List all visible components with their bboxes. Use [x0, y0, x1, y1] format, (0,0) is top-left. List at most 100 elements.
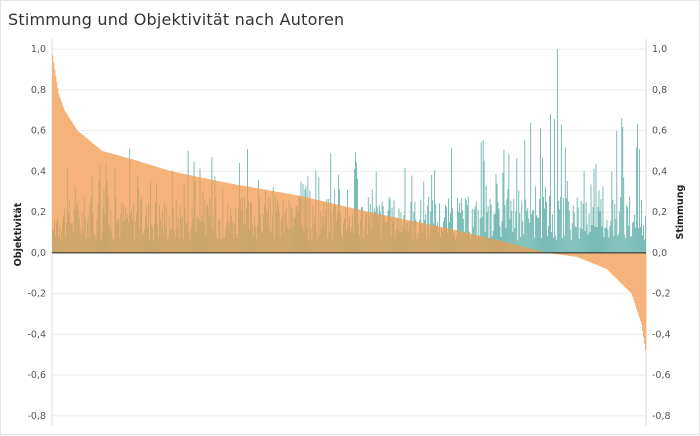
objektivitaet-bar: [431, 225, 432, 253]
objektivitaet-bar: [57, 218, 58, 252]
objektivitaet-bar: [361, 210, 362, 253]
objektivitaet-bar: [450, 229, 451, 253]
objektivitaet-bar: [132, 220, 133, 252]
objektivitaet-bar: [247, 149, 248, 187]
objektivitaet-bar: [461, 199, 462, 231]
objektivitaet-bar: [211, 180, 212, 253]
objektivitaet-bar: [220, 239, 221, 253]
objektivitaet-bar: [128, 223, 129, 253]
objektivitaet-bar: [349, 216, 350, 252]
objektivitaet-bar: [502, 221, 503, 241]
objektivitaet-bar: [605, 228, 606, 253]
objektivitaet-bar: [434, 170, 435, 225]
right-tick-label: 0,0: [652, 248, 667, 259]
objektivitaet-bar: [467, 205, 468, 233]
objektivitaet-bar: [86, 239, 87, 253]
objektivitaet-bar: [197, 217, 198, 253]
objektivitaet-bar: [157, 225, 158, 252]
objektivitaet-bar: [448, 228, 449, 252]
objektivitaet-bar: [100, 166, 101, 253]
objektivitaet-bar: [411, 176, 412, 221]
objektivitaet-bar: [348, 225, 349, 253]
objektivitaet-bar: [169, 217, 170, 253]
objektivitaet-bar: [356, 162, 357, 209]
objektivitaet-bar: [632, 223, 633, 253]
objektivitaet-bar: [317, 240, 318, 253]
objektivitaet-bar: [391, 237, 392, 253]
right-tick-label: -0,6: [652, 370, 671, 381]
objektivitaet-bar: [329, 231, 330, 253]
objektivitaet-bar: [476, 235, 477, 253]
objektivitaet-bar: [250, 202, 251, 253]
objektivitaet-bar: [287, 226, 288, 253]
objektivitaet-bar: [568, 201, 569, 253]
objektivitaet-bar: [513, 244, 514, 253]
objektivitaet-bar: [133, 203, 134, 253]
objektivitaet-bar: [635, 227, 636, 252]
objektivitaet-bar: [440, 237, 441, 253]
objektivitaet-bar: [129, 159, 130, 253]
objektivitaet-bar: [256, 239, 257, 253]
objektivitaet-bar: [322, 217, 323, 253]
objektivitaet-bar: [590, 232, 591, 253]
objektivitaet-bar: [500, 226, 501, 240]
objektivitaet-bar: [460, 213, 461, 231]
objektivitaet-bar: [56, 223, 57, 253]
left-tick-label: -0,4: [27, 329, 46, 340]
objektivitaet-bar: [583, 203, 584, 252]
objektivitaet-bar: [243, 223, 244, 253]
objektivitaet-bar: [174, 231, 175, 253]
objektivitaet-bar: [368, 197, 369, 212]
objektivitaet-bar: [535, 186, 536, 249]
objektivitaet-bar: [88, 217, 89, 253]
objektivitaet-bar: [419, 220, 420, 223]
objektivitaet-bar: [450, 213, 451, 229]
objektivitaet-bar: [95, 235, 96, 253]
objektivitaet-bar: [479, 236, 480, 253]
objektivitaet-bar: [531, 214, 532, 248]
objektivitaet-bar: [428, 197, 429, 225]
objektivitaet-bar: [488, 207, 489, 238]
objektivitaet-bar: [527, 208, 528, 247]
objektivitaet-bar: [429, 237, 430, 253]
objektivitaet-bar: [357, 209, 358, 253]
objektivitaet-bar: [617, 236, 618, 253]
objektivitaet-bar: [304, 232, 305, 253]
objektivitaet-bar: [621, 118, 622, 252]
objektivitaet-bar: [456, 236, 457, 253]
objektivitaet-bar: [643, 225, 644, 253]
objektivitaet-bar: [517, 245, 518, 253]
objektivitaet-bar: [176, 200, 177, 253]
objektivitaet-bar: [428, 224, 429, 253]
right-tick-label: 0,4: [652, 166, 667, 177]
objektivitaet-bar: [292, 209, 293, 253]
objektivitaet-bar: [607, 229, 608, 252]
objektivitaet-bar: [445, 205, 446, 228]
objektivitaet-bar: [189, 232, 190, 253]
objektivitaet-bar: [245, 224, 246, 253]
objektivitaet-bar: [444, 217, 445, 227]
objektivitaet-bar: [302, 226, 303, 253]
objektivitaet-bar: [297, 205, 298, 252]
objektivitaet-bar: [627, 207, 628, 253]
objektivitaet-bar: [356, 209, 357, 253]
objektivitaet-bar: [404, 219, 405, 253]
objektivitaet-bar: [393, 222, 394, 253]
objektivitaet-bar: [544, 209, 545, 253]
objektivitaet-bar: [470, 238, 471, 253]
objektivitaet-bar: [324, 225, 325, 253]
objektivitaet-bar: [238, 209, 239, 253]
objektivitaet-bar: [61, 232, 62, 253]
objektivitaet-bar: [489, 238, 490, 253]
objektivitaet-bar: [462, 232, 463, 253]
objektivitaet-bar: [219, 219, 220, 253]
objektivitaet-bar: [240, 198, 241, 253]
objektivitaet-bar: [578, 208, 579, 253]
objektivitaet-bar: [400, 232, 401, 253]
objektivitaet-bar: [482, 217, 483, 237]
objektivitaet-bar: [150, 181, 151, 253]
objektivitaet-bar: [327, 239, 328, 253]
objektivitaet-bar: [370, 204, 371, 212]
objektivitaet-bar: [291, 206, 292, 253]
objektivitaet-bar: [350, 233, 351, 253]
